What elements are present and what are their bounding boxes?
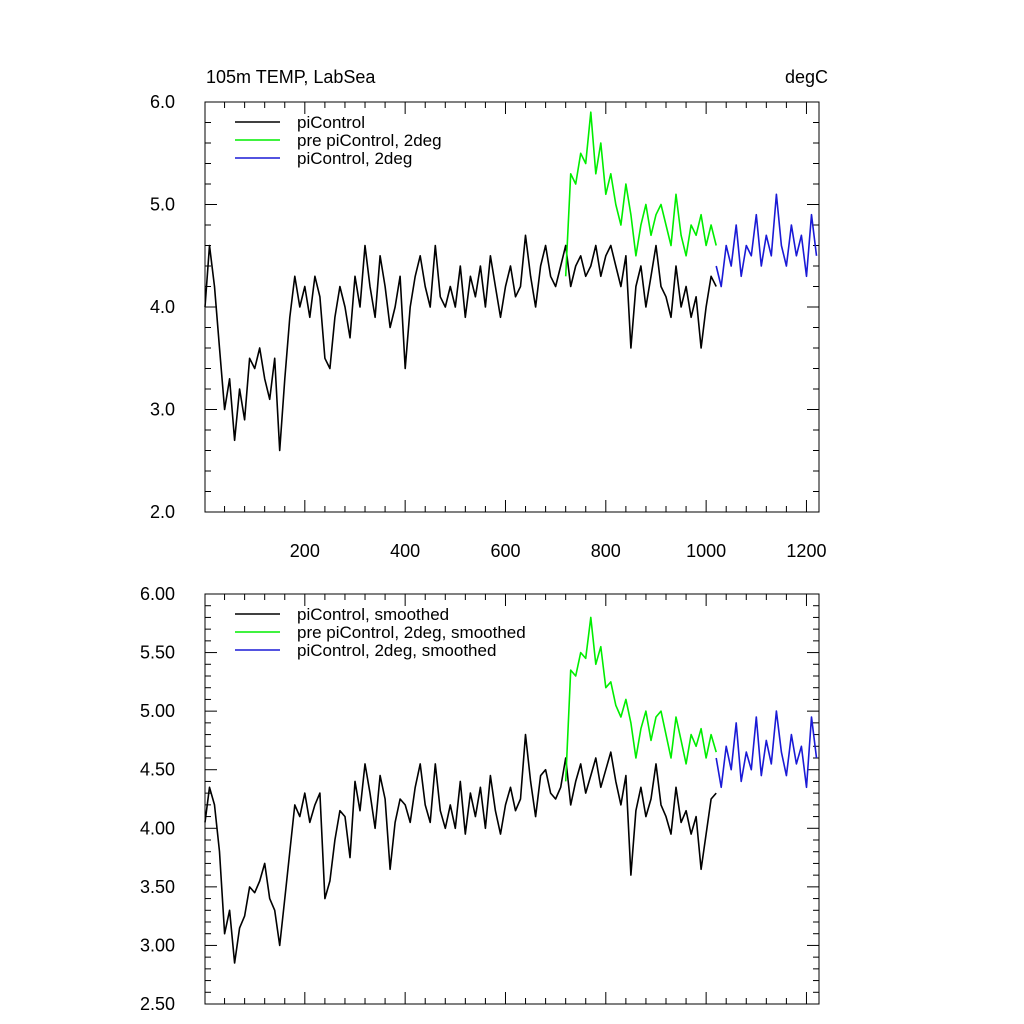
y-tick-label: 4.50 <box>140 760 175 780</box>
legend-label: pre piControl, 2deg <box>297 131 442 150</box>
y-tick-label: 3.0 <box>150 400 175 420</box>
units-label: degC <box>785 67 828 87</box>
series-line-picontrol <box>204 234 717 452</box>
legend-label: piControl <box>297 113 365 132</box>
x-tick-label: 800 <box>591 541 621 561</box>
x-tick-label: 1000 <box>686 541 726 561</box>
legend-label: piControl, 2deg <box>297 149 412 168</box>
y-tick-label: 5.0 <box>150 195 175 215</box>
x-tick-label: 600 <box>490 541 520 561</box>
y-tick-label: 2.0 <box>150 502 175 522</box>
x-tick-label: 1200 <box>786 541 826 561</box>
series-line-pre-picontrol-2deg <box>564 111 717 277</box>
series-line-picontrol-smoothed <box>204 733 717 964</box>
y-tick-label: 3.50 <box>140 877 175 897</box>
y-tick-label: 6.0 <box>150 92 175 112</box>
series-line-pre-picontrol-2deg-smoothed <box>564 616 717 782</box>
top-plot-panel: 2.0 3.0 4.0 5.0 6.0 200 400 600 800 1000 1200 piCon… <box>150 92 827 561</box>
y-tick-label: 6.00 <box>140 584 175 604</box>
series-line-picontrol-2deg <box>715 193 818 288</box>
chart-title: 105m TEMP, LabSea <box>206 67 376 87</box>
plot-frame <box>204 593 820 1005</box>
y-tick-label: 3.00 <box>140 935 175 955</box>
y-tick-label: 4.00 <box>140 818 175 838</box>
series-line-picontrol-2deg-smoothed <box>715 710 818 789</box>
y-tick-label: 5.00 <box>140 701 175 721</box>
legend-label: piControl, smoothed <box>297 605 449 624</box>
legend-label: pre piControl, 2deg, smoothed <box>297 623 526 642</box>
legend-label: piControl, 2deg, smoothed <box>297 641 496 660</box>
y-tick-label: 2.50 <box>140 994 175 1014</box>
x-tick-label: 400 <box>390 541 420 561</box>
y-tick-label: 4.0 <box>150 297 175 317</box>
bottom-plot-panel: 2.50 3.00 3.50 4.00 4.50 5.00 5.50 6.00 piContro… <box>140 584 820 1014</box>
x-tick-label: 200 <box>290 541 320 561</box>
y-tick-label: 5.50 <box>140 643 175 663</box>
